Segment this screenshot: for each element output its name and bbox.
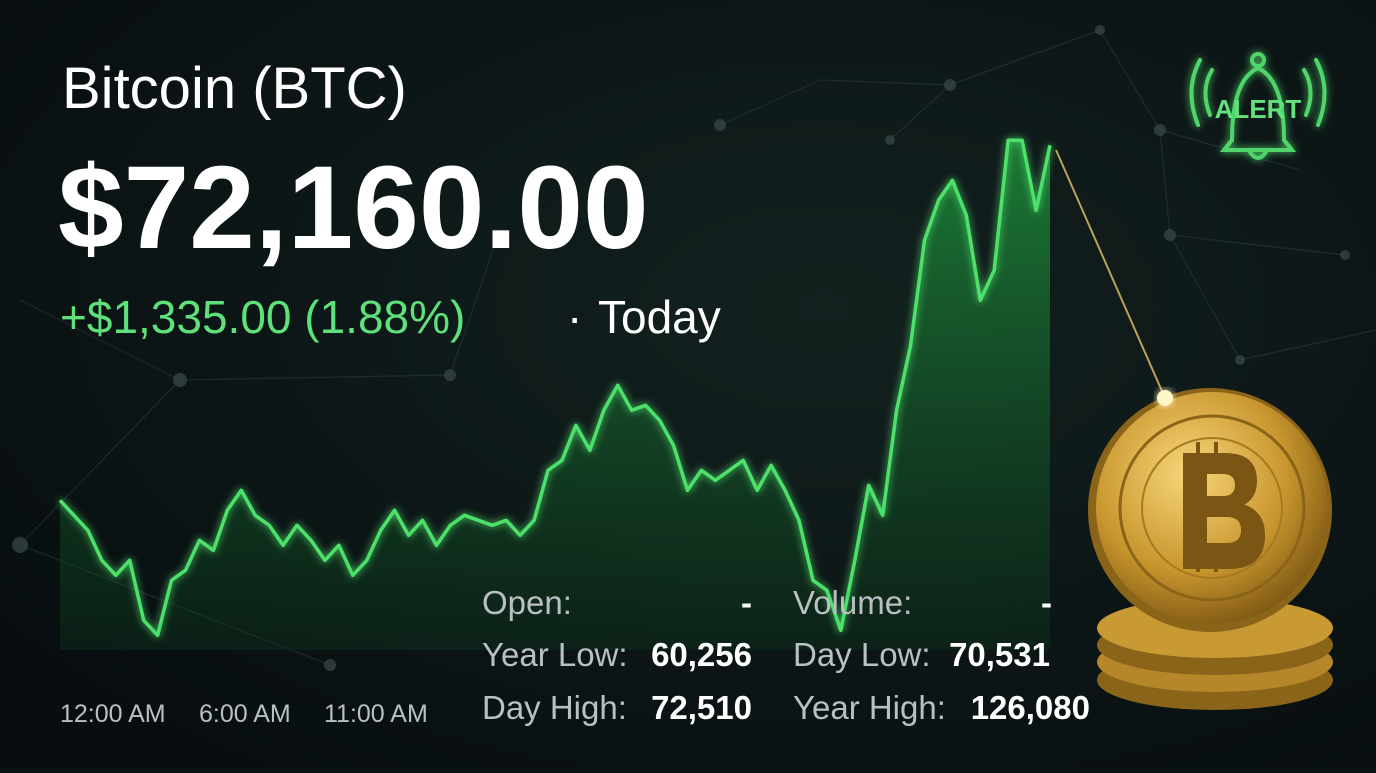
stat-value: 126,080: [971, 689, 1090, 726]
alert-icon: [1189, 52, 1327, 160]
stat-value: 70,531: [949, 636, 1050, 673]
price-line: [58, 138, 1052, 638]
sparkle: [1157, 390, 1173, 406]
stat-label: Day High:: [482, 689, 627, 726]
change: +$1,335.00 (1.88%): [60, 291, 465, 343]
stat-value: 60,256: [651, 636, 752, 673]
stat-value: 72,510: [651, 689, 752, 726]
bell: [1219, 65, 1297, 152]
stat-label: Year High:: [793, 689, 946, 726]
price: $72,160.00: [58, 142, 649, 274]
period: Today: [598, 291, 721, 343]
stat-label: Day Low:: [793, 636, 931, 673]
coin-stack: [1088, 388, 1333, 710]
area: [60, 140, 1050, 651]
time-label: 6:00 AM: [199, 700, 291, 728]
bell-top: [1250, 52, 1266, 68]
separator: ·: [567, 291, 582, 343]
bell-clapper: [1248, 150, 1268, 160]
time-axis: 12:00 AM 6:00 AM 11:00 AM: [60, 700, 428, 728]
stat-value: -: [1041, 584, 1052, 621]
stat-label: Open:: [482, 584, 572, 621]
network-nodes: [12, 25, 1350, 671]
title: Bitcoin (BTC): [62, 56, 407, 121]
stat-value: -: [741, 584, 752, 621]
plot: [58, 138, 1052, 651]
pointer-beam: [1055, 149, 1166, 399]
time-label: 12:00 AM: [60, 700, 166, 728]
stat-label: Year Low:: [482, 636, 628, 673]
time-label: 11:00 AM: [324, 700, 428, 728]
bell-waves: [1189, 58, 1327, 127]
alert-label: ALERT: [1215, 94, 1302, 124]
stat-label: Volume:: [793, 584, 912, 621]
stats: Open: - Volume: - Year Low: 60,256 Day L…: [482, 584, 1090, 726]
